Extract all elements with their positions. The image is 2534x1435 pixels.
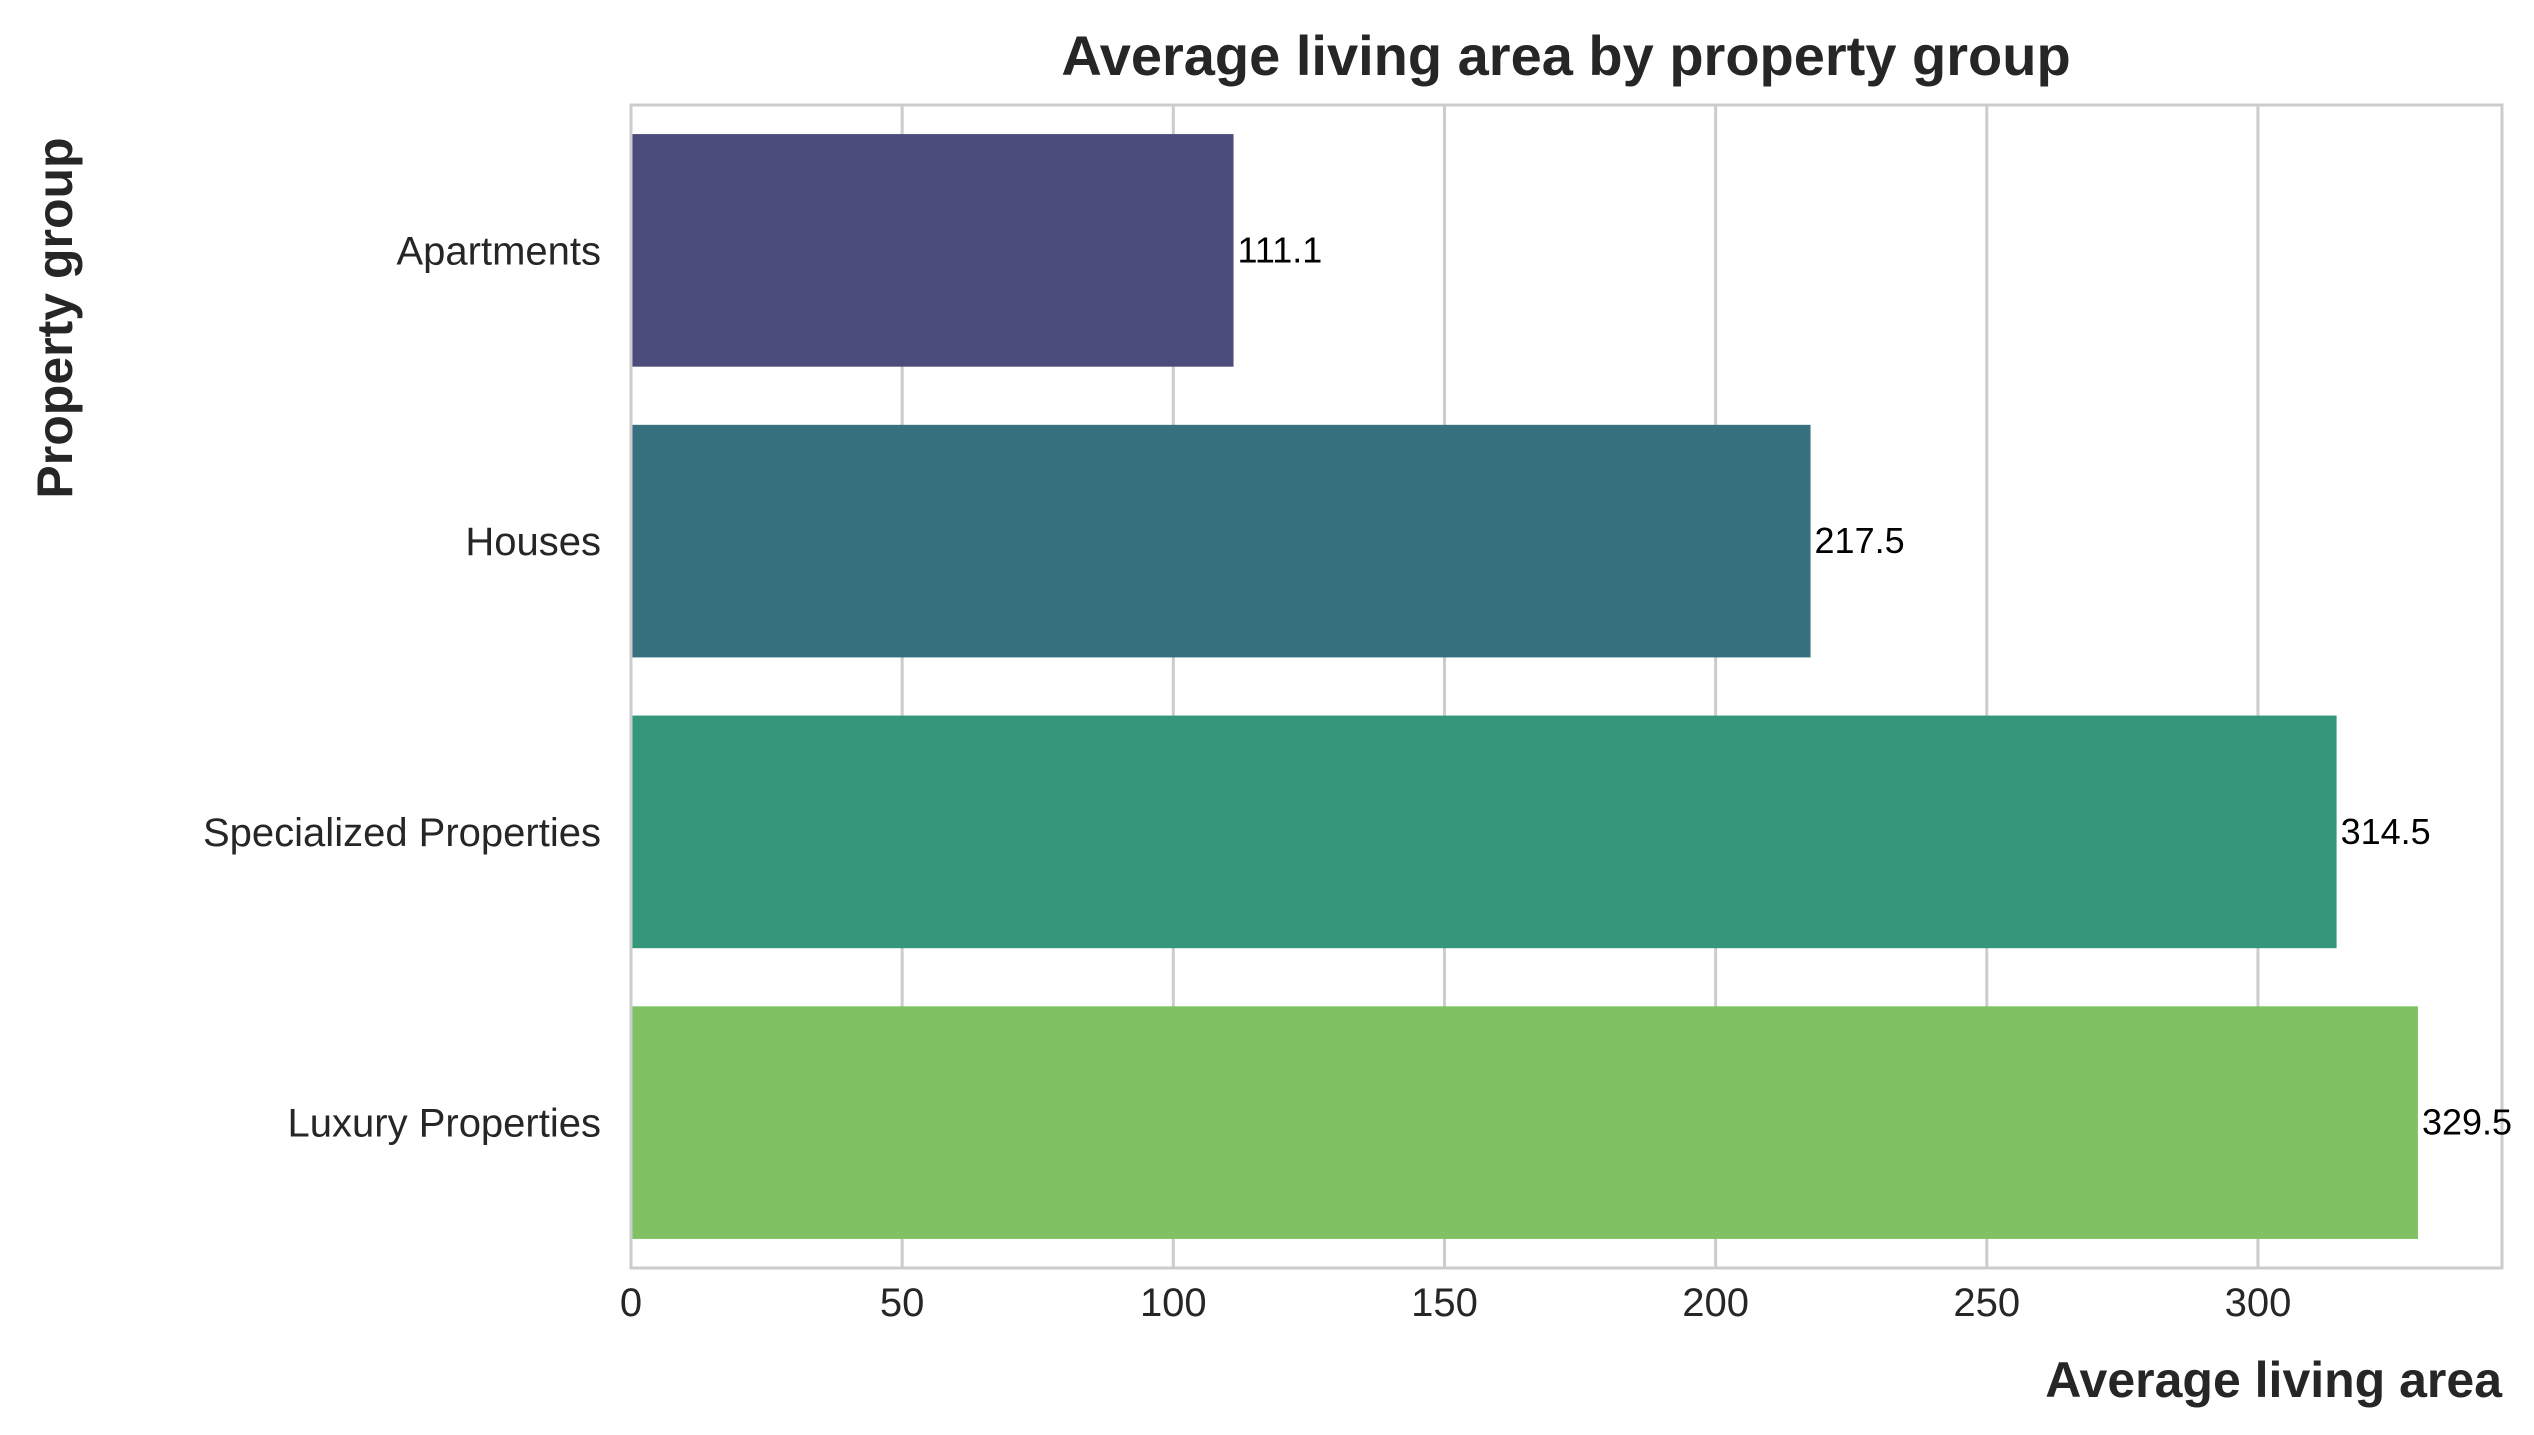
x-axis-label: Average living area xyxy=(2045,1352,2503,1408)
bar xyxy=(631,424,1811,658)
y-tick-labels: Apartments Houses Specialized Properties Lu… xyxy=(203,229,601,1145)
y-tick-label: Houses xyxy=(465,520,601,564)
bars xyxy=(631,134,2418,1239)
y-axis-label: Property group xyxy=(27,137,83,498)
bar-value-label: 111.1 xyxy=(1238,229,1323,270)
x-tick-label: 0 xyxy=(620,1281,642,1325)
bar xyxy=(631,134,1234,367)
data-labels: 111.1 217.5 314.5 329.5 xyxy=(1238,229,2513,1142)
x-tick-labels: 0 50 100 150 200 250 300 xyxy=(620,1281,2291,1325)
x-tick-label: 50 xyxy=(880,1281,925,1325)
y-tick-label: Specialized Properties xyxy=(203,811,601,855)
plot-frame xyxy=(629,103,2504,1270)
bar-value-label: 329.5 xyxy=(2422,1102,2512,1143)
x-tick-label: 200 xyxy=(1682,1281,1749,1325)
y-tick-label: Apartments xyxy=(396,229,601,273)
bar xyxy=(631,1006,2418,1239)
y-tick-label: Luxury Properties xyxy=(288,1102,601,1146)
x-tick-label: 250 xyxy=(1953,1281,2020,1325)
chart-title: Average living area by property group xyxy=(1061,24,2070,87)
x-tick-label: 300 xyxy=(2225,1281,2292,1325)
x-tick-label: 100 xyxy=(1140,1281,1207,1325)
x-tick-label: 150 xyxy=(1411,1281,1478,1325)
bar xyxy=(631,715,2337,949)
bar-value-label: 217.5 xyxy=(1815,520,1905,561)
bar-value-label: 314.5 xyxy=(2341,811,2431,852)
